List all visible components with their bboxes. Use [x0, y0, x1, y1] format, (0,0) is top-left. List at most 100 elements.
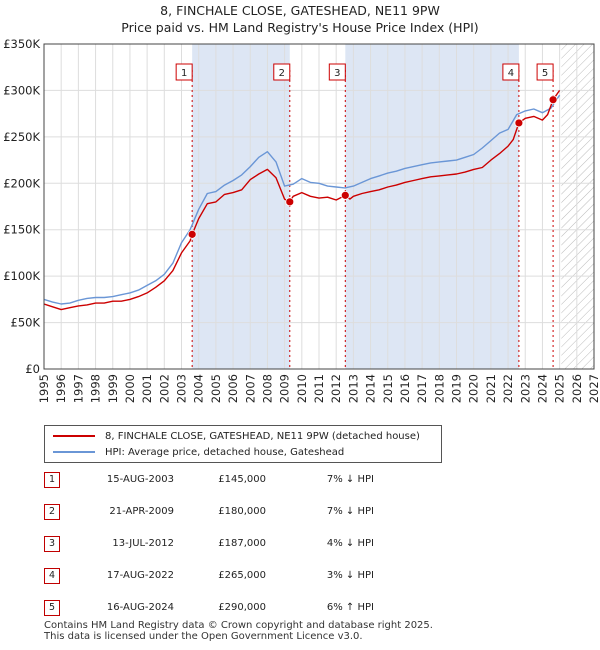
sale-row: 1 15-AUG-2003 £145,000 7% ↓ HPI [44, 472, 584, 488]
sale-hpi-diff: 4% ↓ HPI [326, 538, 374, 549]
sale-hpi-diff: 6% ↑ HPI [326, 602, 374, 613]
plot-frame [43, 43, 595, 370]
marker-label: 3 [334, 68, 340, 79]
attribution: Contains HM Land Registry data © Crown c… [44, 620, 433, 642]
marker-label: 5 [542, 68, 548, 79]
sale-date: 17-AUG-2022 [106, 570, 174, 581]
x-tick-label: 2010 [295, 374, 309, 403]
y-tick-label: £350K [3, 37, 40, 51]
ownership-band [192, 44, 290, 369]
x-tick-label: 2024 [535, 374, 549, 403]
sale-number: 2 [44, 504, 60, 520]
x-tick-label: 2023 [518, 374, 532, 403]
x-tick-label: 1995 [37, 374, 51, 403]
sale-price: £187,000 [218, 538, 266, 549]
x-tick-label: 2004 [192, 374, 206, 403]
legend-label-price: 8, FINCHALE CLOSE, GATESHEAD, NE11 9PW (… [105, 430, 420, 442]
x-tick-label: 2006 [226, 374, 240, 403]
y-tick-label: £300K [3, 83, 40, 97]
marker-box [175, 63, 193, 81]
x-tick-label: 2026 [570, 374, 584, 403]
forecast-hatch [561, 44, 594, 369]
sale-price: £180,000 [218, 506, 266, 517]
marker-box [273, 63, 291, 81]
x-tick-label: 2012 [329, 374, 343, 403]
sale-price: £265,000 [218, 570, 266, 581]
marker-box [502, 63, 520, 81]
attribution-line-1: Contains HM Land Registry data © Crown c… [44, 620, 433, 631]
sale-date: 15-AUG-2003 [106, 474, 174, 485]
sale-date: 13-JUL-2012 [112, 538, 174, 549]
series-line-hpi [44, 94, 561, 305]
x-tick-label: 2025 [553, 374, 567, 403]
y-tick-label: £100K [3, 269, 40, 283]
x-tick-label: 2011 [312, 374, 326, 403]
x-tick-label: 2002 [157, 374, 171, 403]
sale-hpi-diff: 7% ↓ HPI [326, 474, 374, 485]
sale-date: 21-APR-2009 [109, 506, 174, 517]
sale-number: 5 [44, 600, 60, 616]
sale-point [548, 95, 558, 105]
y-tick-label: £150K [3, 223, 40, 237]
sale-row: 2 21-APR-2009 £180,000 7% ↓ HPI [44, 504, 584, 520]
sale-point [187, 229, 197, 239]
x-tick-label: 2022 [501, 374, 515, 403]
y-tick-label: £50K [11, 316, 41, 330]
legend-swatch-price [53, 435, 95, 437]
x-tick-label: 2016 [398, 374, 412, 403]
x-tick-label: 2017 [415, 374, 429, 403]
y-tick-label: £200K [3, 176, 40, 190]
chart-legend: 8, FINCHALE CLOSE, GATESHEAD, NE11 9PW (… [44, 425, 442, 463]
marker-label: 2 [279, 68, 285, 79]
title-line-1: 8, FINCHALE CLOSE, GATESHEAD, NE11 9PW [160, 3, 440, 18]
x-tick-label: 2001 [140, 374, 154, 403]
marker-box [328, 63, 346, 81]
x-tick-label: 2005 [209, 374, 223, 403]
sale-hpi-diff: 7% ↓ HPI [326, 506, 374, 517]
x-tick-label: 2008 [260, 374, 274, 403]
x-tick-label: 2015 [381, 374, 395, 403]
x-tick-label: 2027 [587, 374, 600, 403]
attribution-line-2: This data is licensed under the Open Gov… [44, 631, 363, 642]
sale-point [340, 190, 350, 200]
title-line-2: Price paid vs. HM Land Registry's House … [121, 20, 479, 35]
sale-row: 5 16-AUG-2024 £290,000 6% ↑ HPI [44, 600, 584, 616]
x-tick-label: 1999 [106, 374, 120, 403]
sale-row: 4 17-AUG-2022 £265,000 3% ↓ HPI [44, 568, 584, 584]
x-tick-label: 2013 [346, 374, 360, 403]
chart-title: 8, FINCHALE CLOSE, GATESHEAD, NE11 9PW P… [0, 2, 600, 36]
sale-number: 1 [44, 472, 60, 488]
sale-price: £145,000 [218, 474, 266, 485]
x-tick-label: 2009 [278, 374, 292, 403]
sale-number: 4 [44, 568, 60, 584]
marker-label: 4 [508, 68, 514, 79]
y-tick-label: £0 [25, 362, 40, 376]
sale-point [514, 118, 524, 128]
x-tick-label: 2003 [175, 374, 189, 403]
x-tick-label: 2000 [123, 374, 137, 403]
y-tick-label: £250K [3, 130, 40, 144]
ownership-band [345, 44, 519, 369]
legend-item-price: 8, FINCHALE CLOSE, GATESHEAD, NE11 9PW (… [53, 429, 420, 443]
sale-hpi-diff: 3% ↓ HPI [326, 570, 374, 581]
x-tick-label: 1997 [71, 374, 85, 403]
sale-number: 3 [44, 536, 60, 552]
price-chart: 1 2 3 4 5 £0 £50K £100K £150K £200K £250K £300K £35… [3, 37, 600, 403]
x-tick-label: 2019 [450, 374, 464, 403]
x-tick-label: 2007 [243, 374, 257, 403]
x-tick-label: 2014 [364, 374, 378, 403]
legend-label-hpi: HPI: Average price, detached house, Gate… [105, 446, 345, 458]
x-tick-label: 2020 [467, 374, 481, 403]
sale-row: 3 13-JUL-2012 £187,000 4% ↓ HPI [44, 536, 584, 552]
x-tick-label: 1998 [89, 374, 103, 403]
legend-item-hpi: HPI: Average price, detached house, Gate… [53, 445, 344, 459]
sale-date: 16-AUG-2024 [106, 602, 174, 613]
sale-point [285, 197, 295, 207]
x-tick-label: 2018 [432, 374, 446, 403]
marker-label: 1 [181, 68, 187, 79]
marker-box [536, 63, 554, 81]
x-tick-label: 1996 [54, 374, 68, 403]
sale-price: £290,000 [218, 602, 266, 613]
x-tick-label: 2021 [484, 374, 498, 403]
legend-swatch-hpi [53, 451, 95, 453]
